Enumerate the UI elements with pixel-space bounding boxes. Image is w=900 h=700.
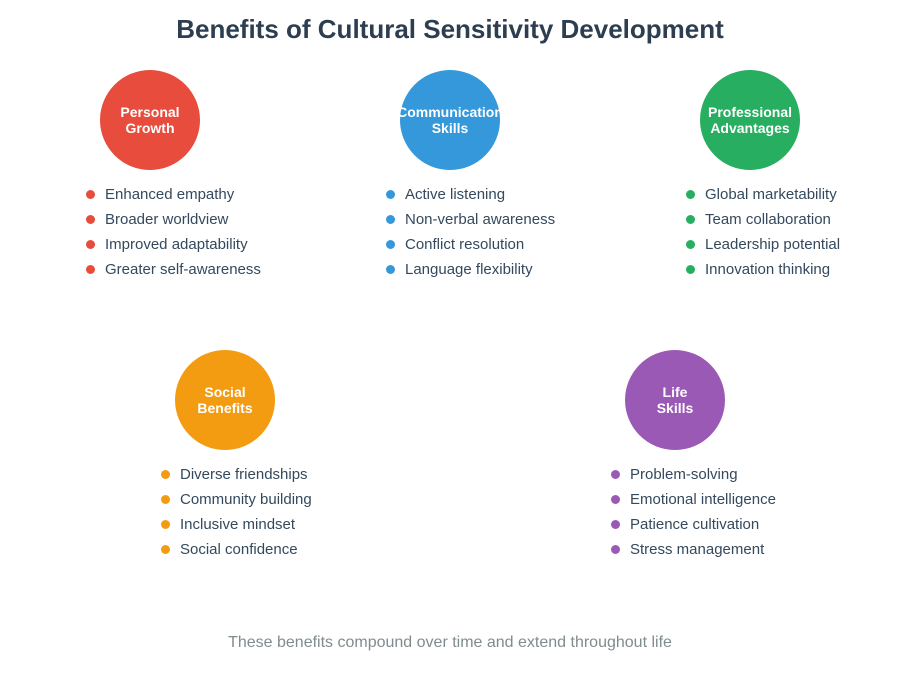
list-item-label: Non-verbal awareness (405, 211, 556, 228)
bullet-dot (386, 215, 395, 224)
bullet-dot (386, 240, 395, 249)
bullet-dot (86, 240, 95, 249)
bullet-dot (161, 470, 170, 479)
bullet-dot (686, 265, 695, 274)
footer-caption: These benefits compound over time and ex… (228, 634, 672, 651)
list-item: Improved adaptability (86, 232, 261, 257)
list-item-label: Problem-solving (630, 466, 738, 483)
list-item-label: Team collaboration (705, 211, 831, 228)
list-item-label: Inclusive mindset (180, 516, 296, 533)
list-item: Diverse friendships (161, 462, 312, 487)
list-item: Active listening (386, 182, 555, 207)
list-item-label: Global marketability (705, 186, 837, 203)
list-item: Conflict resolution (386, 232, 555, 257)
bullet-dot (161, 545, 170, 554)
list-item-label: Active listening (405, 186, 506, 203)
circle-label-line1: Professional (707, 104, 793, 120)
bullet-dot (611, 545, 620, 554)
list-item: Inclusive mindset (161, 512, 312, 537)
list-item-label: Enhanced empathy (105, 186, 235, 203)
list-item: Stress management (611, 537, 776, 562)
circle-label-line2: Skills (656, 400, 694, 416)
circle-label-line1: Social (204, 384, 246, 400)
list-item-label: Diverse friendships (180, 466, 308, 483)
list-item: Team collaboration (686, 207, 840, 232)
list-item-label: Emotional intelligence (630, 491, 776, 508)
list-item-label: Improved adaptability (105, 236, 248, 253)
bullet-dot (686, 240, 695, 249)
bullet-dot (86, 265, 95, 274)
bullet-dot (161, 520, 170, 529)
circle-label-line1: Communication (397, 104, 503, 120)
circle-label-line2: Growth (125, 120, 175, 136)
benefit-list: Problem-solving Emotional intelligence P… (611, 462, 776, 562)
list-item: Language flexibility (386, 257, 555, 282)
bullet-dot (161, 495, 170, 504)
list-item: Global marketability (686, 182, 840, 207)
list-item-label: Language flexibility (405, 261, 533, 278)
bullet-dot (686, 215, 695, 224)
list-item-label: Leadership potential (705, 236, 841, 253)
list-item: Innovation thinking (686, 257, 840, 282)
circle-label-line1: Life (662, 384, 688, 400)
bullet-dot (86, 190, 95, 199)
list-item: Non-verbal awareness (386, 207, 555, 232)
list-item-label: Conflict resolution (405, 236, 525, 253)
benefit-list: Active listening Non-verbal awareness Co… (386, 182, 555, 282)
circle-communication-skills: Communication Skills (397, 70, 503, 170)
list-item: Leadership potential (686, 232, 840, 257)
circle-personal-growth: Personal Growth (100, 70, 200, 170)
list-item-label: Innovation thinking (705, 261, 831, 278)
list-item-label: Patience cultivation (630, 516, 760, 533)
list-item: Greater self-awareness (86, 257, 261, 282)
circle-label-line2: Benefits (197, 400, 253, 416)
list-item: Patience cultivation (611, 512, 776, 537)
list-item-label: Stress management (630, 541, 765, 558)
list-item: Social confidence (161, 537, 312, 562)
bullet-dot (611, 495, 620, 504)
benefit-list: Global marketability Team collaboration … (686, 182, 840, 282)
page-title: Benefits of Cultural Sensitivity Develop… (176, 14, 724, 44)
circle-professional-advantages: Professional Advantages (700, 70, 800, 170)
benefit-list: Diverse friendships Community building I… (161, 462, 312, 562)
list-item: Community building (161, 487, 312, 512)
list-item: Broader worldview (86, 207, 261, 232)
bullet-dot (611, 520, 620, 529)
list-item: Emotional intelligence (611, 487, 776, 512)
circle-label-line2: Skills (431, 120, 469, 136)
list-item: Enhanced empathy (86, 182, 261, 207)
list-item-label: Greater self-awareness (105, 261, 261, 278)
list-item-label: Social confidence (180, 541, 298, 558)
bullet-dot (686, 190, 695, 199)
bullet-dot (386, 265, 395, 274)
list-item-label: Broader worldview (105, 211, 229, 228)
list-item-label: Community building (180, 491, 312, 508)
circle-label-line1: Personal (120, 104, 180, 120)
bullet-dot (611, 470, 620, 479)
list-item: Problem-solving (611, 462, 776, 487)
bullet-dot (86, 215, 95, 224)
benefit-list: Enhanced empathy Broader worldview Impro… (86, 182, 261, 282)
circle-social-benefits: Social Benefits (175, 350, 275, 450)
circle-life-skills: Life Skills (625, 350, 725, 450)
bullet-dot (386, 190, 395, 199)
circle-label-line2: Advantages (710, 120, 790, 136)
